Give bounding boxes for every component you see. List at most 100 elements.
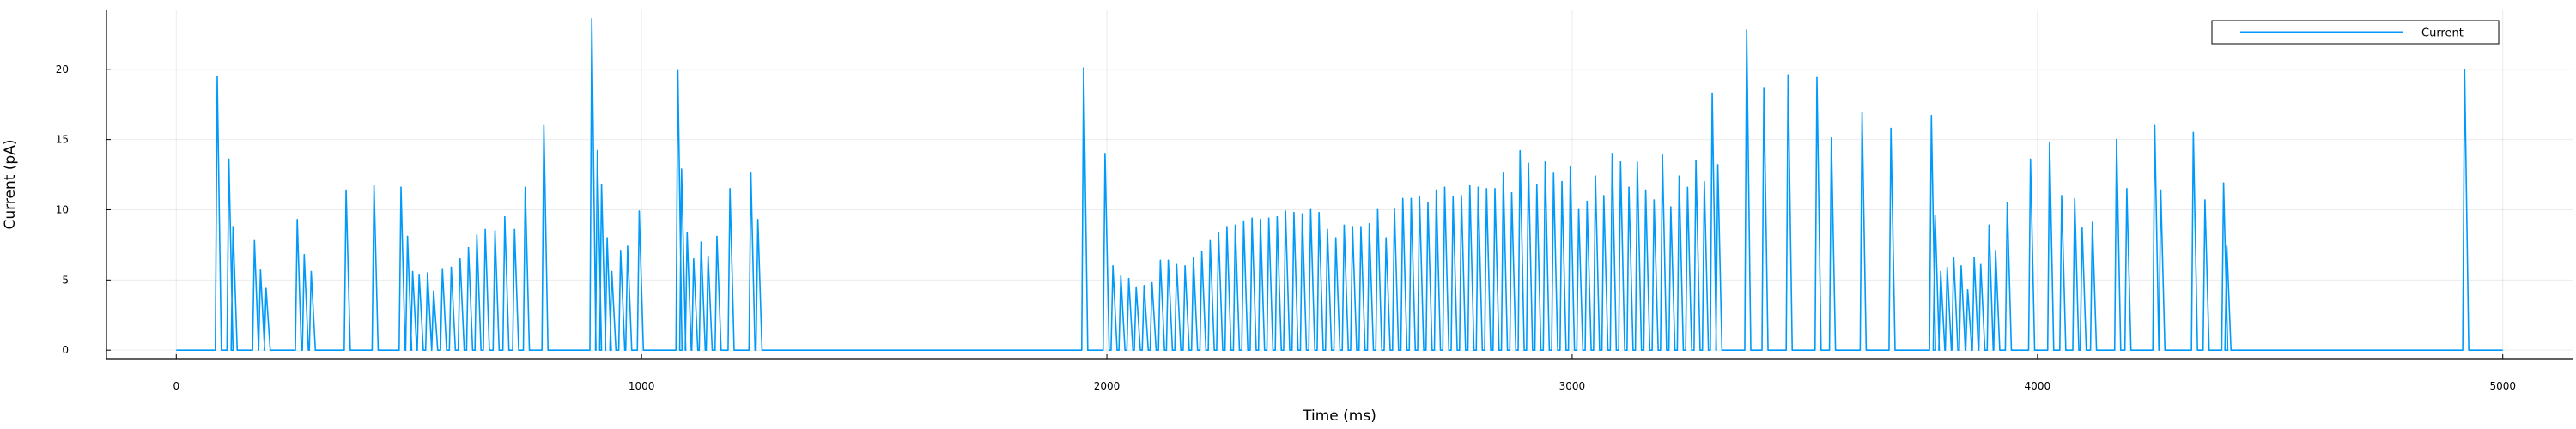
- data-point: [1519, 149, 1522, 152]
- data-point: [1401, 197, 1404, 200]
- data-point: [2049, 142, 2050, 143]
- data-point: [513, 228, 516, 231]
- data-point: [2222, 182, 2225, 184]
- data-point: [476, 234, 478, 236]
- data-point: [1695, 160, 1697, 161]
- data-point: [400, 186, 402, 189]
- data-point: [2126, 188, 2128, 190]
- data-point: [1711, 92, 1713, 94]
- axes-frame: [106, 10, 2573, 360]
- data-point: [729, 188, 731, 190]
- data-point: [232, 226, 234, 227]
- data-point: [1686, 186, 1689, 189]
- data-point: [524, 186, 526, 189]
- data-point: [1385, 237, 1387, 239]
- data-point: [1120, 275, 1122, 277]
- x-tick-label: 1000: [629, 380, 655, 392]
- x-tick-label: 5000: [2489, 380, 2516, 392]
- data-point: [1528, 162, 1529, 165]
- data-point: [1653, 199, 1656, 201]
- data-point: [700, 241, 702, 243]
- data-point: [1251, 217, 1253, 220]
- data-point: [1763, 87, 1765, 88]
- data-point: [1083, 67, 1084, 69]
- data-point: [638, 210, 641, 212]
- x-tick-label: 4000: [2025, 380, 2051, 392]
- data-point: [1352, 226, 1353, 227]
- data-point: [1334, 237, 1337, 239]
- data-point: [1343, 224, 1346, 227]
- data-point: [1678, 175, 1680, 177]
- data-point: [1293, 211, 1295, 214]
- data-point: [1830, 137, 1832, 139]
- data-point: [1468, 184, 1471, 187]
- data-point: [1318, 211, 1320, 214]
- y-tick-label: 10: [56, 203, 69, 215]
- data-point: [543, 124, 545, 127]
- data-point: [1960, 265, 1962, 267]
- data-point: [1394, 208, 1395, 209]
- data-point: [1267, 217, 1270, 220]
- data-point: [1995, 250, 1996, 251]
- data-point: [693, 257, 695, 260]
- data-point: [1226, 226, 1228, 227]
- data-point: [1861, 112, 1863, 114]
- data-point: [1376, 208, 1379, 211]
- data-point: [441, 268, 444, 270]
- data-point: [1611, 153, 1613, 154]
- data-point: [1988, 224, 1990, 227]
- data-point: [1368, 223, 1370, 225]
- data-point: [686, 231, 689, 233]
- data-point: [1112, 265, 1114, 267]
- data-point: [1787, 74, 1789, 76]
- data-point: [418, 273, 420, 275]
- data-point: [228, 158, 230, 160]
- data-point: [716, 235, 718, 238]
- x-tick-label: 0: [173, 380, 179, 392]
- data-point: [1176, 263, 1178, 266]
- data-point: [459, 257, 461, 260]
- data-point: [680, 168, 683, 170]
- data-point: [1973, 257, 1975, 258]
- data-point: [1452, 196, 1455, 198]
- series-current: [176, 18, 2503, 351]
- data-point: [484, 228, 486, 231]
- data-point: [2226, 245, 2228, 247]
- data-point: [1200, 251, 1203, 253]
- data-point: [296, 219, 298, 221]
- data-point: [2029, 158, 2032, 160]
- data-point: [1930, 114, 1933, 117]
- data-point: [1890, 127, 1892, 130]
- data-point: [1218, 231, 1219, 233]
- data-point: [619, 250, 622, 251]
- data-point: [1477, 186, 1479, 189]
- series-line-current: [176, 18, 2503, 351]
- data-point: [1940, 270, 1941, 273]
- data-point: [2006, 202, 2008, 204]
- data-point: [2464, 68, 2466, 70]
- data-point: [750, 172, 752, 174]
- data-point: [1746, 29, 1747, 31]
- data-point: [1327, 228, 1328, 231]
- data-point: [1934, 214, 1936, 216]
- x-tick-label: 3000: [1559, 380, 1586, 392]
- data-point: [1143, 285, 1145, 287]
- data-point: [1410, 197, 1413, 200]
- data-point: [2192, 131, 2195, 134]
- data-point: [1552, 172, 1555, 174]
- y-axis-label: Current (pA): [2, 140, 19, 230]
- data-point: [677, 69, 679, 72]
- data-point: [467, 246, 470, 249]
- legend: Current: [2211, 20, 2500, 45]
- data-point: [1637, 161, 1638, 163]
- data-point: [1234, 224, 1236, 227]
- data-point: [2154, 124, 2156, 127]
- data-point: [265, 287, 267, 289]
- data-point: [259, 269, 262, 271]
- y-tick-label: 20: [56, 63, 69, 76]
- data-point: [1586, 200, 1589, 202]
- data-point: [1535, 184, 1538, 185]
- data-point: [1502, 172, 1504, 174]
- data-point: [1716, 164, 1719, 166]
